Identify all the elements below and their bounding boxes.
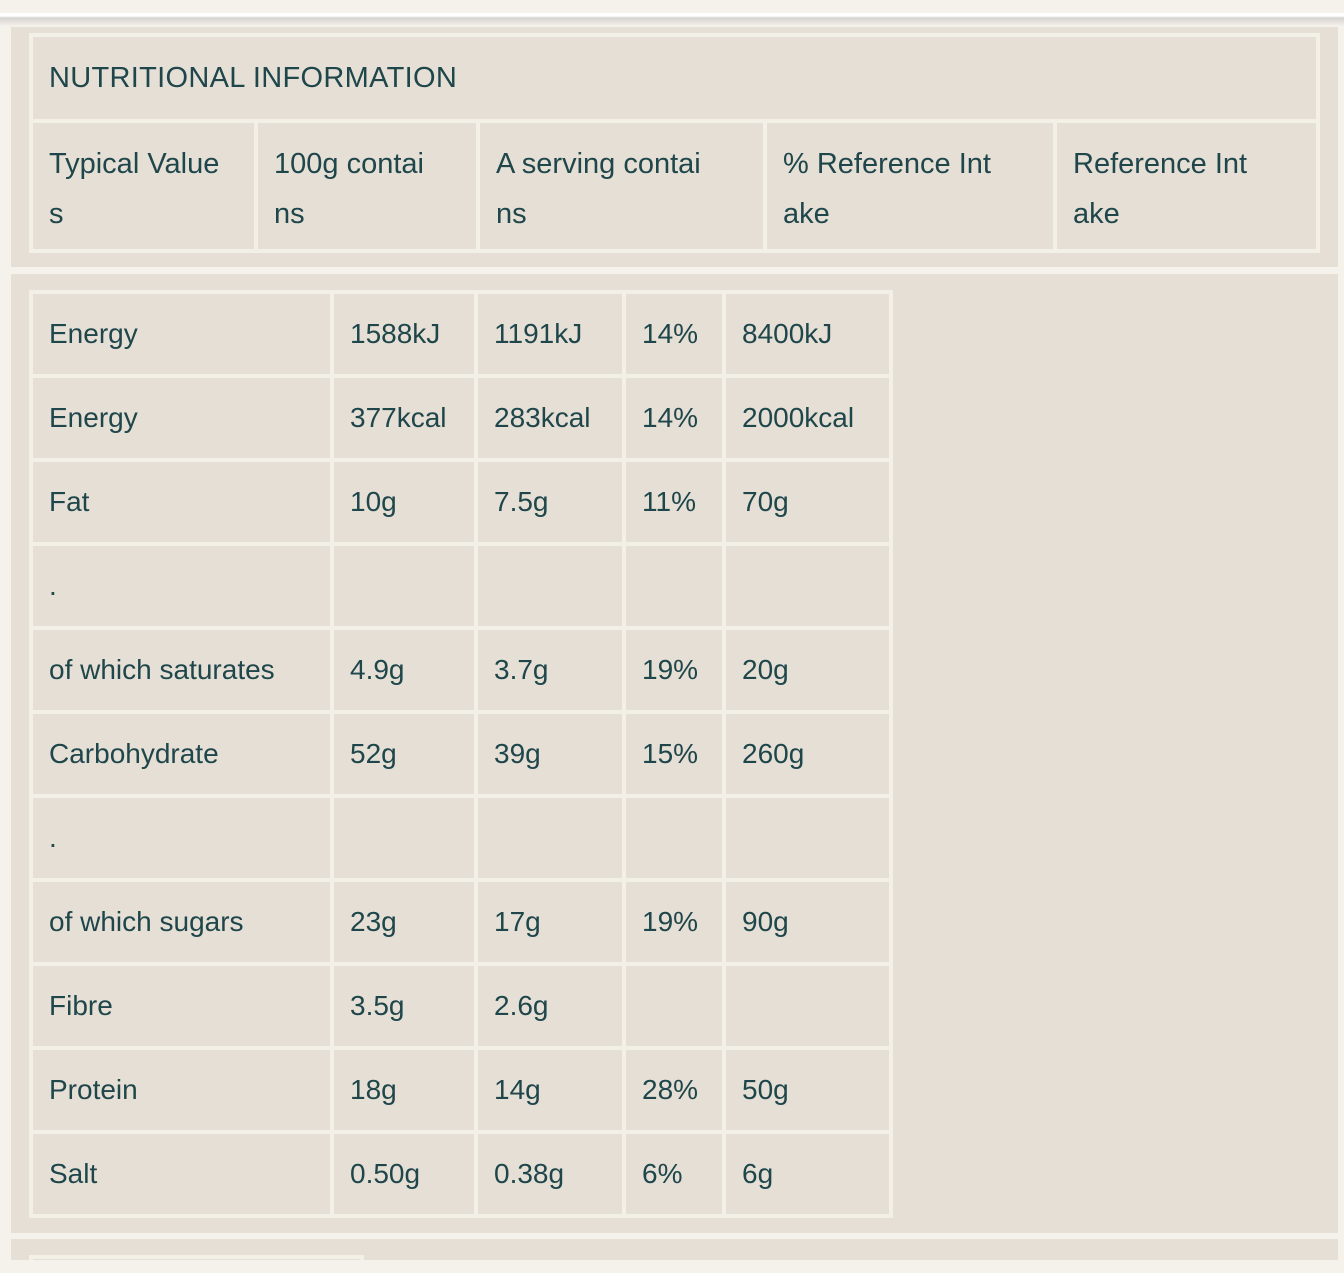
cell-per-serving: 39g	[478, 714, 622, 794]
nutrition-values-table: Energy 1588kJ 1191kJ 14% 8400kJ Energy 377kcal…	[29, 290, 893, 1218]
cell-percent-ri	[626, 798, 722, 878]
cell-reference-intake	[726, 798, 889, 878]
cell-per-100g: 10g	[334, 462, 474, 542]
table-row: of which sugars 23g 17g 19% 90g	[33, 882, 889, 962]
next-section-partial-box	[29, 1255, 364, 1260]
top-bar-shadow	[0, 13, 1344, 27]
cell-per-serving: 14g	[478, 1050, 622, 1130]
cell-reference-intake: 50g	[726, 1050, 889, 1130]
cell-reference-intake: 260g	[726, 714, 889, 794]
cell-per-100g: 3.5g	[334, 966, 474, 1046]
cell-label: Salt	[33, 1134, 330, 1214]
table-row: Fat 10g 7.5g 11% 70g	[33, 462, 889, 542]
cell-reference-intake: 6g	[726, 1134, 889, 1214]
column-header-100g-contains: 100g contains	[258, 123, 476, 249]
cell-label: .	[33, 546, 330, 626]
table-row: Protein 18g 14g 28% 50g	[33, 1050, 889, 1130]
cell-label: .	[33, 798, 330, 878]
cell-percent-ri	[626, 546, 722, 626]
cell-label: Energy	[33, 378, 330, 458]
cell-per-serving: 283kcal	[478, 378, 622, 458]
cell-per-serving: 7.5g	[478, 462, 622, 542]
cell-percent-ri: 14%	[626, 378, 722, 458]
nutrition-header-table: NUTRITIONAL INFORMATION Typical Values 1…	[29, 33, 1320, 253]
next-section-panel	[11, 1239, 1338, 1260]
cell-per-serving	[478, 546, 622, 626]
nutrition-header-panel: NUTRITIONAL INFORMATION Typical Values 1…	[11, 13, 1338, 267]
cell-per-100g: 377kcal	[334, 378, 474, 458]
cell-per-serving: 3.7g	[478, 630, 622, 710]
cell-label: Energy	[33, 294, 330, 374]
cell-reference-intake	[726, 546, 889, 626]
cell-per-100g	[334, 546, 474, 626]
cell-per-100g	[334, 798, 474, 878]
cell-label: Fibre	[33, 966, 330, 1046]
cell-per-serving: 17g	[478, 882, 622, 962]
cell-per-100g: 23g	[334, 882, 474, 962]
cell-label: of which saturates	[33, 630, 330, 710]
cell-percent-ri: 28%	[626, 1050, 722, 1130]
cell-reference-intake: 2000kcal	[726, 378, 889, 458]
table-row: Salt 0.50g 0.38g 6% 6g	[33, 1134, 889, 1214]
cell-percent-ri: 19%	[626, 882, 722, 962]
table-row: Energy 377kcal 283kcal 14% 2000kcal	[33, 378, 889, 458]
cell-percent-ri: 11%	[626, 462, 722, 542]
cell-label: Fat	[33, 462, 330, 542]
cell-per-100g: 0.50g	[334, 1134, 474, 1214]
table-row: .	[33, 546, 889, 626]
cell-per-100g: 18g	[334, 1050, 474, 1130]
cell-reference-intake: 20g	[726, 630, 889, 710]
column-header-percent-reference-intake: % Reference Intake	[767, 123, 1053, 249]
cell-reference-intake: 70g	[726, 462, 889, 542]
cell-percent-ri: 19%	[626, 630, 722, 710]
column-header-reference-intake: Reference Intake	[1057, 123, 1316, 249]
table-row: Fibre 3.5g 2.6g	[33, 966, 889, 1046]
cell-per-100g: 1588kJ	[334, 294, 474, 374]
cell-reference-intake	[726, 966, 889, 1046]
cell-percent-ri	[626, 966, 722, 1046]
table-row: .	[33, 798, 889, 878]
cell-label: Carbohydrate	[33, 714, 330, 794]
cell-percent-ri: 15%	[626, 714, 722, 794]
cell-per-100g: 4.9g	[334, 630, 474, 710]
column-header-row: Typical Values 100g contains A serving c…	[33, 123, 1316, 249]
table-row: Energy 1588kJ 1191kJ 14% 8400kJ	[33, 294, 889, 374]
cell-per-serving: 0.38g	[478, 1134, 622, 1214]
table-row: of which saturates 4.9g 3.7g 19% 20g	[33, 630, 889, 710]
nutrition-values-panel: Energy 1588kJ 1191kJ 14% 8400kJ Energy 377kcal…	[11, 274, 1338, 1233]
cell-per-serving	[478, 798, 622, 878]
cell-per-100g: 52g	[334, 714, 474, 794]
nutrition-title: NUTRITIONAL INFORMATION	[33, 37, 1316, 119]
cell-per-serving: 2.6g	[478, 966, 622, 1046]
column-header-typical-values: Typical Values	[33, 123, 254, 249]
cell-label: of which sugars	[33, 882, 330, 962]
column-header-serving-contains: A serving contains	[480, 123, 763, 249]
cell-reference-intake: 90g	[726, 882, 889, 962]
cell-percent-ri: 6%	[626, 1134, 722, 1214]
cell-per-serving: 1191kJ	[478, 294, 622, 374]
cell-reference-intake: 8400kJ	[726, 294, 889, 374]
table-row: Carbohydrate 52g 39g 15% 260g	[33, 714, 889, 794]
cell-percent-ri: 14%	[626, 294, 722, 374]
cell-label: Protein	[33, 1050, 330, 1130]
